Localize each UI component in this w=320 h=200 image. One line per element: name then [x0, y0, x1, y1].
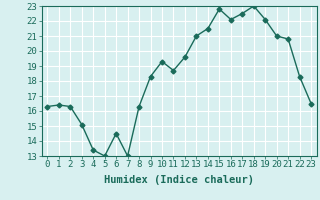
X-axis label: Humidex (Indice chaleur): Humidex (Indice chaleur): [104, 175, 254, 185]
